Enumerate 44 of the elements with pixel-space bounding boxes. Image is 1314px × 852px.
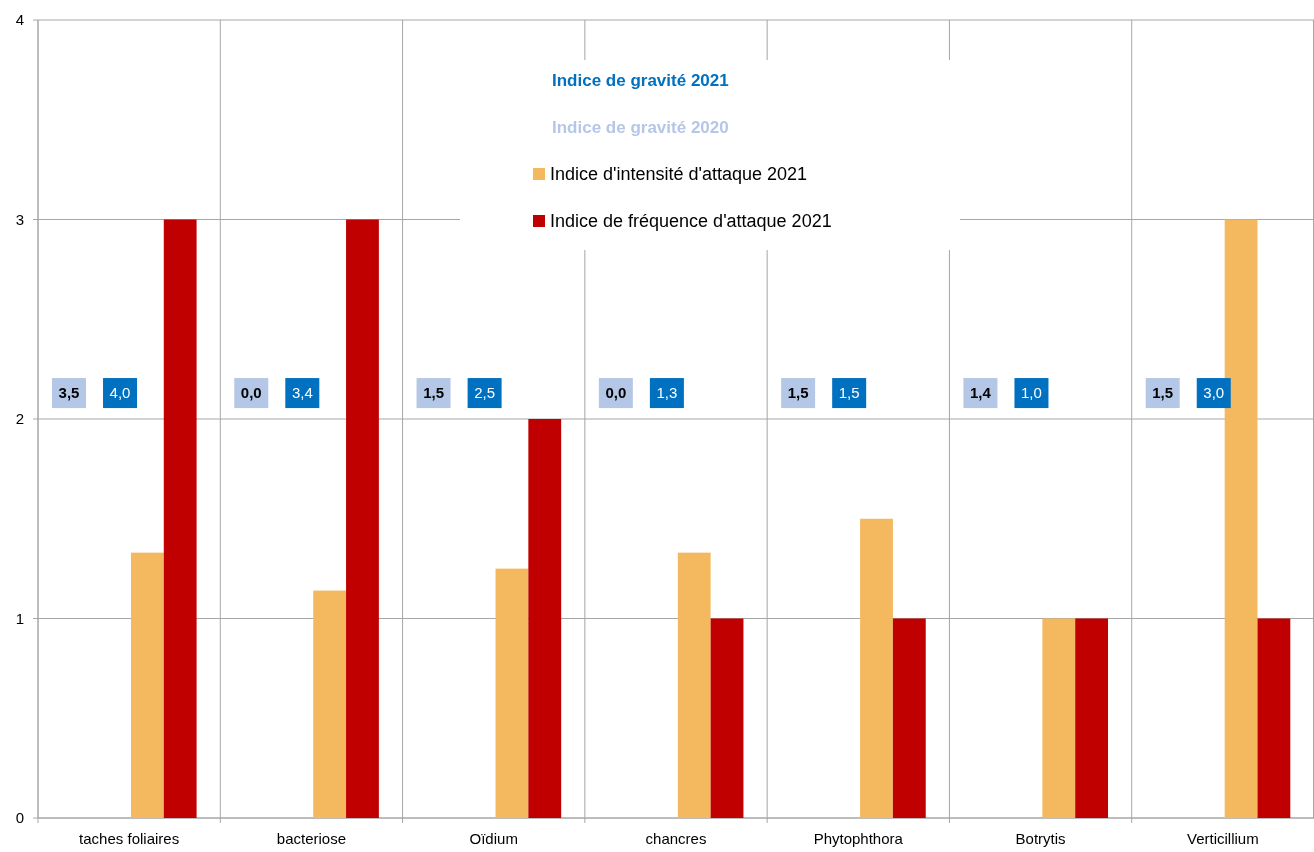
bar bbox=[163, 219, 197, 818]
annotation: 3,5 bbox=[58, 384, 80, 402]
bar bbox=[710, 618, 744, 818]
x-tick-label: Phytophthora bbox=[813, 830, 904, 847]
x-tick-label: chancres bbox=[645, 830, 707, 847]
bar bbox=[677, 552, 711, 818]
bar bbox=[346, 219, 379, 818]
annotation: 1,5 bbox=[838, 384, 860, 402]
x-tick-label: bacteriose bbox=[276, 830, 347, 847]
bar bbox=[130, 552, 164, 818]
annotation: 3,0 bbox=[1203, 384, 1225, 402]
x-tick-label: taches foliaires bbox=[79, 830, 180, 847]
y-tick-label: 0 bbox=[15, 809, 24, 826]
legend-label: Indice d'intensité d'attaque 2021 bbox=[550, 164, 808, 184]
bar bbox=[1224, 219, 1258, 818]
annotation: 1,5 bbox=[1152, 384, 1174, 402]
annotation: 1,5 bbox=[787, 384, 809, 402]
annotation: 1,4 bbox=[969, 384, 992, 402]
bar bbox=[860, 518, 893, 818]
y-tick-label: 4 bbox=[15, 11, 24, 28]
annotation: 0,0 bbox=[605, 384, 627, 402]
x-tick-label: Botrytis bbox=[1015, 830, 1066, 847]
x-tick-label: Verticillium bbox=[1187, 830, 1259, 847]
bar bbox=[528, 419, 562, 818]
bar bbox=[892, 618, 926, 818]
annotation: 4,0 bbox=[109, 384, 131, 402]
y-tick-label: 2 bbox=[15, 410, 24, 427]
annotation: 1,3 bbox=[656, 384, 678, 402]
legend-label: Indice de fréquence d'attaque 2021 bbox=[550, 211, 832, 231]
y-tick-label: 1 bbox=[15, 609, 24, 627]
annotation: 1,5 bbox=[423, 384, 444, 402]
annotation: Indice de gravité 2021 bbox=[552, 71, 729, 90]
bar bbox=[1075, 618, 1109, 818]
annotation: 1,0 bbox=[1021, 384, 1042, 402]
annotation: Indice de gravité 2020 bbox=[552, 118, 729, 137]
x-tick-label: Oïdium bbox=[469, 830, 518, 847]
y-tick-label: 3 bbox=[15, 210, 24, 228]
bar bbox=[495, 568, 529, 818]
bar bbox=[1257, 618, 1291, 818]
annotation: 2,5 bbox=[474, 384, 496, 402]
annotation: 0,0 bbox=[240, 384, 262, 402]
annotation: 3,4 bbox=[291, 384, 313, 402]
bar bbox=[1042, 618, 1076, 818]
bar bbox=[313, 590, 347, 818]
